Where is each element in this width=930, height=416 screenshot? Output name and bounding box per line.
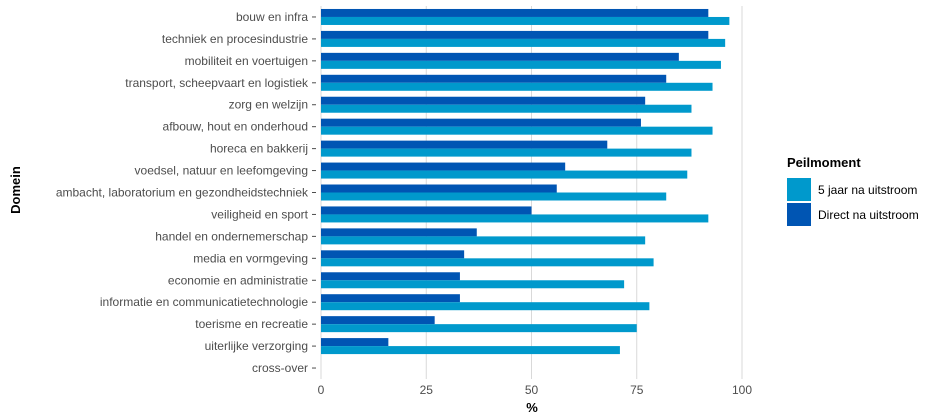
bar <box>321 38 726 47</box>
bar <box>321 82 713 91</box>
bar <box>321 170 688 179</box>
y-axis-tick-labels: bouw en infra techniek en procesindustrie… <box>56 10 316 375</box>
legend-title: Peilmoment <box>787 155 861 170</box>
legend-swatch-5-jaar <box>787 178 811 201</box>
y-tick-label: cross-over <box>252 361 308 375</box>
y-tick-label: bouw en infra <box>236 10 308 24</box>
y-tick-label: veiligheid en sport <box>211 207 308 221</box>
y-tick-label: media en vormgeving <box>193 251 308 265</box>
bar <box>321 346 620 355</box>
bar <box>321 60 721 69</box>
bar <box>321 324 637 333</box>
y-tick-label: informatie en communicatietechnologie <box>100 295 308 309</box>
bar <box>321 258 654 267</box>
x-tick-label: 75 <box>630 383 644 397</box>
x-tick-label: 0 <box>318 383 325 397</box>
legend-label-5-jaar: 5 jaar na uitstroom <box>818 183 917 197</box>
bar <box>321 30 709 39</box>
bar <box>321 280 625 289</box>
x-tick-label: 100 <box>732 383 752 397</box>
y-tick-label: economie en administratie <box>168 273 308 287</box>
x-tick-label: 25 <box>420 383 434 397</box>
bar <box>321 214 709 223</box>
bar <box>321 184 557 193</box>
x-axis-title: % <box>526 400 538 415</box>
bar <box>321 162 566 171</box>
x-tick-label: 50 <box>525 383 539 397</box>
legend-label-direct: Direct na uitstroom <box>818 208 919 222</box>
bar <box>321 96 646 105</box>
y-tick-label: techniek en procesindustrie <box>162 32 308 46</box>
bar <box>321 250 465 259</box>
y-tick-label: uiterlijke verzorging <box>205 339 308 353</box>
bar <box>321 206 532 215</box>
bar <box>321 140 608 149</box>
bar <box>321 236 646 245</box>
y-tick-label: horeca en bakkerij <box>210 142 308 156</box>
y-tick-label: ambacht, laboratorium en gezondheidstech… <box>56 186 309 200</box>
legend: Peilmoment 5 jaar na uitstroom Direct na… <box>787 155 919 226</box>
bar <box>321 74 667 83</box>
bar <box>321 272 460 281</box>
bar <box>321 316 435 325</box>
y-tick-label: handel en ondernemerschap <box>155 229 308 243</box>
bar <box>321 118 641 127</box>
bar <box>321 148 692 157</box>
bar <box>321 52 679 61</box>
bar <box>321 338 389 347</box>
x-axis-tick-labels: 0 25 50 75 100 <box>318 383 753 397</box>
y-tick-label: afbouw, hout en onderhoud <box>163 120 308 134</box>
bar <box>321 8 709 17</box>
bar <box>321 192 667 201</box>
bar <box>321 294 460 303</box>
bar <box>321 302 650 311</box>
bar <box>321 228 477 237</box>
y-tick-label: toerisme en recreatie <box>195 317 308 331</box>
y-tick-label: zorg en welzijn <box>229 98 308 112</box>
y-tick-label: transport, scheepvaart en logistiek <box>125 76 309 90</box>
bars <box>321 8 730 355</box>
y-tick-label: mobiliteit en voertuigen <box>185 54 308 68</box>
y-tick-label: voedsel, natuur en leefomgeving <box>135 164 308 178</box>
legend-swatch-direct <box>787 203 811 226</box>
bar <box>321 104 692 113</box>
y-axis-title: Domein <box>8 166 23 214</box>
bar <box>321 126 713 135</box>
bar <box>321 16 730 25</box>
